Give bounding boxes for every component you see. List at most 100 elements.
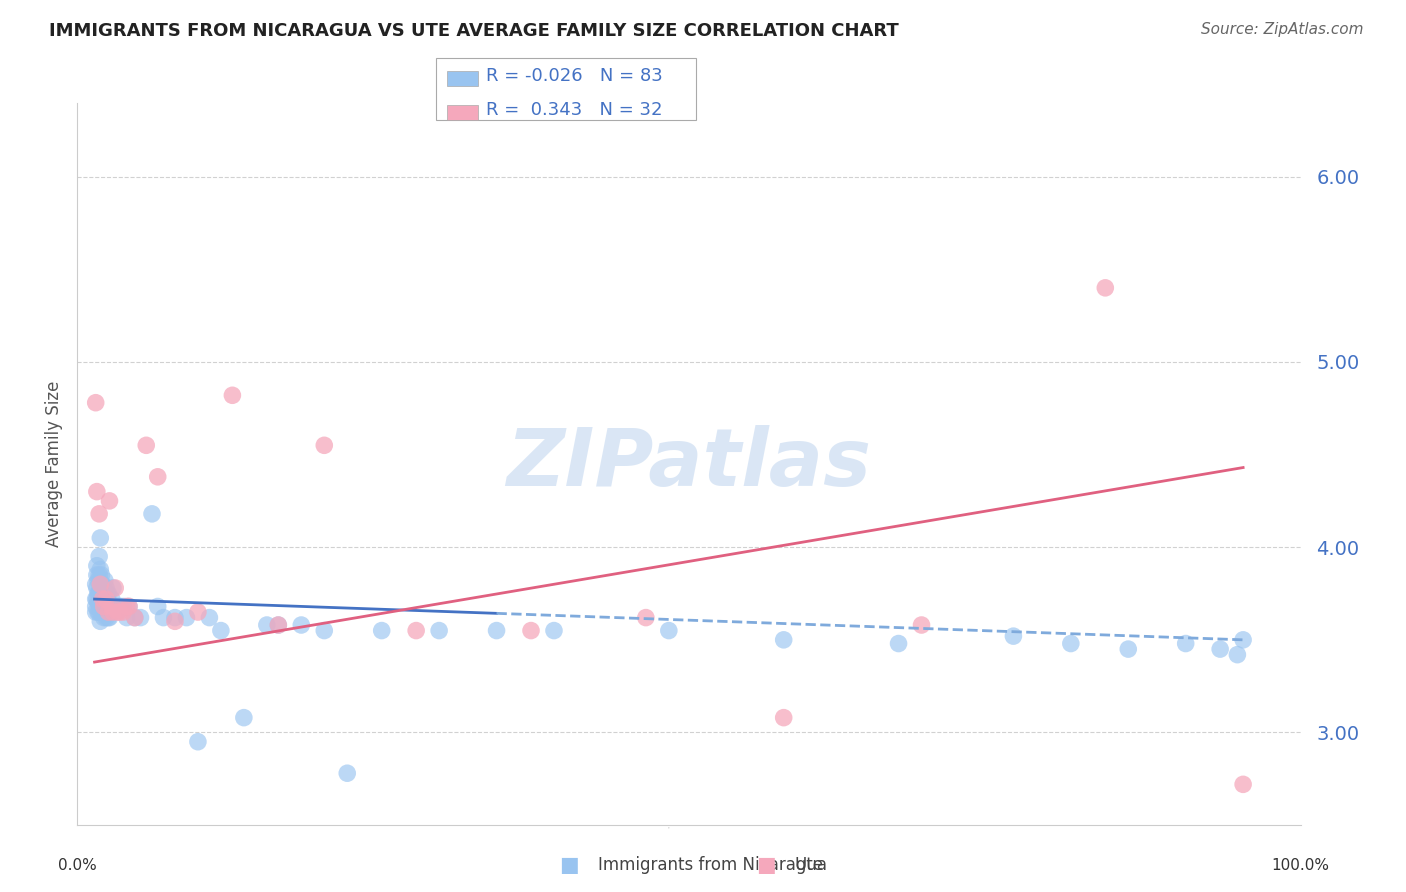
- Point: [93, 599, 115, 614]
- Point: [163, 615, 186, 629]
- Point: [658, 624, 681, 638]
- Point: [94, 596, 117, 610]
- Point: [89, 507, 111, 521]
- Point: [93, 596, 115, 610]
- Point: [89, 605, 111, 619]
- Point: [101, 599, 124, 614]
- Point: [427, 624, 450, 638]
- Point: [84, 592, 107, 607]
- Text: ZIPatlas: ZIPatlas: [506, 425, 872, 503]
- Point: [98, 610, 121, 624]
- Point: [107, 605, 129, 619]
- Point: [772, 632, 794, 647]
- Text: ■: ■: [560, 855, 579, 875]
- Point: [87, 596, 110, 610]
- Point: [104, 599, 127, 614]
- Point: [108, 605, 131, 619]
- Point: [101, 599, 124, 614]
- Point: [93, 581, 115, 595]
- Point: [1209, 642, 1232, 657]
- Point: [94, 610, 117, 624]
- Text: ■: ■: [756, 855, 776, 875]
- Point: [187, 735, 209, 749]
- Point: [101, 605, 124, 619]
- Point: [336, 766, 359, 780]
- Point: [314, 438, 336, 452]
- Point: [89, 581, 111, 595]
- Point: [87, 586, 110, 600]
- Point: [1002, 629, 1025, 643]
- Point: [485, 624, 508, 638]
- Point: [107, 599, 129, 614]
- Point: [86, 558, 108, 573]
- Point: [176, 610, 198, 624]
- Point: [84, 599, 107, 614]
- Point: [187, 605, 209, 619]
- Point: [100, 599, 122, 614]
- Point: [314, 624, 336, 638]
- Point: [290, 618, 312, 632]
- Point: [101, 592, 124, 607]
- Point: [1116, 642, 1139, 657]
- Point: [101, 581, 124, 595]
- Text: 0.0%: 0.0%: [58, 858, 97, 872]
- Point: [112, 605, 135, 619]
- Point: [370, 624, 392, 638]
- Text: Source: ZipAtlas.com: Source: ZipAtlas.com: [1201, 22, 1364, 37]
- Point: [115, 599, 138, 614]
- Point: [256, 618, 278, 632]
- Point: [152, 610, 174, 624]
- Point: [89, 562, 111, 576]
- Point: [90, 592, 112, 607]
- Text: R =  0.343   N = 32: R = 0.343 N = 32: [486, 101, 664, 119]
- Point: [163, 610, 186, 624]
- Point: [89, 531, 111, 545]
- Point: [1094, 281, 1116, 295]
- Point: [97, 605, 120, 619]
- Point: [94, 574, 117, 588]
- Point: [1060, 636, 1083, 650]
- Point: [84, 605, 107, 619]
- Point: [94, 588, 117, 602]
- Point: [887, 636, 910, 650]
- Point: [772, 711, 794, 725]
- Point: [87, 574, 110, 588]
- Point: [124, 610, 146, 624]
- Point: [94, 605, 117, 619]
- Point: [405, 624, 427, 638]
- Point: [1232, 632, 1254, 647]
- Text: 100.0%: 100.0%: [1271, 858, 1330, 872]
- Point: [146, 470, 169, 484]
- Text: IMMIGRANTS FROM NICARAGUA VS UTE AVERAGE FAMILY SIZE CORRELATION CHART: IMMIGRANTS FROM NICARAGUA VS UTE AVERAGE…: [49, 22, 898, 40]
- Point: [97, 610, 120, 624]
- Point: [198, 610, 221, 624]
- Point: [98, 494, 121, 508]
- Point: [86, 592, 108, 607]
- Point: [93, 610, 115, 624]
- Point: [520, 624, 543, 638]
- Point: [90, 568, 112, 582]
- Point: [98, 596, 121, 610]
- Point: [1226, 648, 1249, 662]
- Point: [634, 610, 657, 624]
- Point: [135, 438, 157, 452]
- Point: [90, 581, 112, 595]
- Point: [89, 586, 111, 600]
- Point: [543, 624, 565, 638]
- Point: [1174, 636, 1197, 650]
- Point: [89, 549, 111, 564]
- Point: [86, 568, 108, 582]
- Point: [104, 581, 127, 595]
- Point: [89, 568, 111, 582]
- Point: [232, 711, 254, 725]
- Text: Immigrants from Nicaragua: Immigrants from Nicaragua: [598, 856, 827, 874]
- Point: [97, 586, 120, 600]
- Text: R = -0.026   N = 83: R = -0.026 N = 83: [486, 67, 664, 85]
- Point: [124, 610, 146, 624]
- Point: [84, 577, 107, 591]
- Point: [89, 577, 111, 591]
- Point: [91, 605, 114, 619]
- Point: [84, 395, 107, 409]
- Point: [1232, 777, 1254, 791]
- Point: [118, 599, 141, 614]
